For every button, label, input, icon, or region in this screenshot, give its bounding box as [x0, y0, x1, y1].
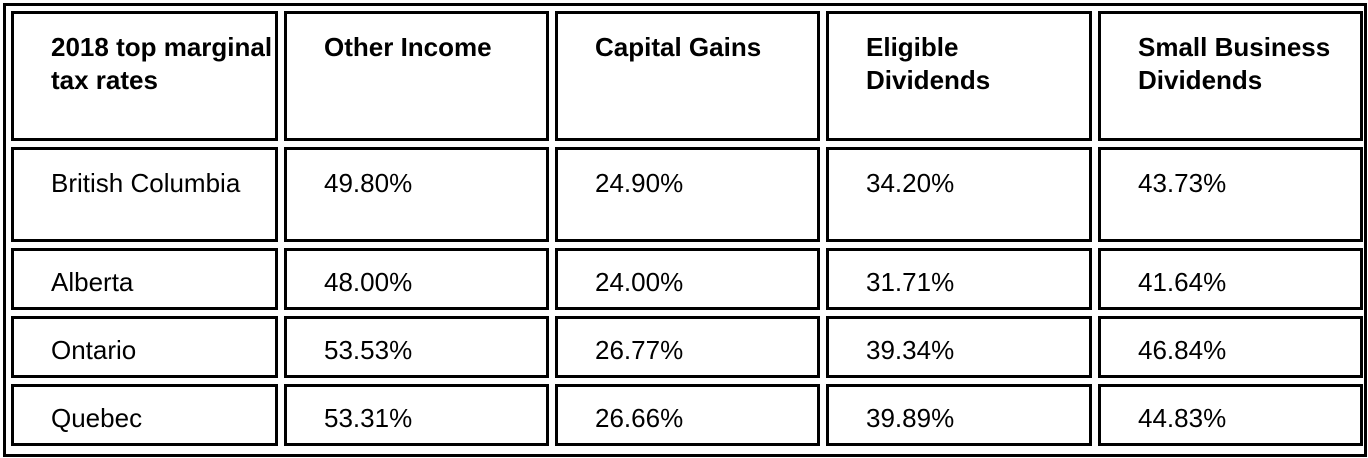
other-income-cell: 49.80% [284, 147, 549, 242]
header-cell-other-income: Other Income [284, 11, 549, 141]
capital-gains-cell: 24.00% [555, 248, 820, 310]
province-cell: Quebec [11, 384, 278, 446]
eligible-dividends-cell: 39.34% [826, 316, 1092, 378]
other-income-cell: 48.00% [284, 248, 549, 310]
capital-gains-cell: 26.77% [555, 316, 820, 378]
table-header-row: 2018 top marginal tax rates Other Income… [11, 11, 1363, 141]
table-row: British Columbia 49.80% 24.90% 34.20% 43… [11, 147, 1363, 242]
header-cell-tax-rates: 2018 top marginal tax rates [11, 11, 278, 141]
capital-gains-cell: 26.66% [555, 384, 820, 446]
small-business-dividends-cell: 41.64% [1098, 248, 1363, 310]
province-cell: Alberta [11, 248, 278, 310]
province-cell: British Columbia [11, 147, 278, 242]
capital-gains-cell: 24.90% [555, 147, 820, 242]
eligible-dividends-cell: 31.71% [826, 248, 1092, 310]
header-cell-small-business-dividends: Small Business Dividends [1098, 11, 1363, 141]
table-row: Alberta 48.00% 24.00% 31.71% 41.64% [11, 248, 1363, 310]
table-outer-frame [3, 3, 1367, 457]
small-business-dividends-cell: 44.83% [1098, 384, 1363, 446]
table-row: Quebec 53.31% 26.66% 39.89% 44.83% [11, 384, 1363, 446]
header-cell-eligible-dividends: Eligible Dividends [826, 11, 1092, 141]
eligible-dividends-cell: 34.20% [826, 147, 1092, 242]
small-business-dividends-cell: 43.73% [1098, 147, 1363, 242]
eligible-dividends-cell: 39.89% [826, 384, 1092, 446]
province-cell: Ontario [11, 316, 278, 378]
other-income-cell: 53.53% [284, 316, 549, 378]
header-cell-capital-gains: Capital Gains [555, 11, 820, 141]
small-business-dividends-cell: 46.84% [1098, 316, 1363, 378]
other-income-cell: 53.31% [284, 384, 549, 446]
table-row: Ontario 53.53% 26.77% 39.34% 46.84% [11, 316, 1363, 378]
tax-rates-table: 2018 top marginal tax rates Other Income… [5, 5, 1368, 452]
